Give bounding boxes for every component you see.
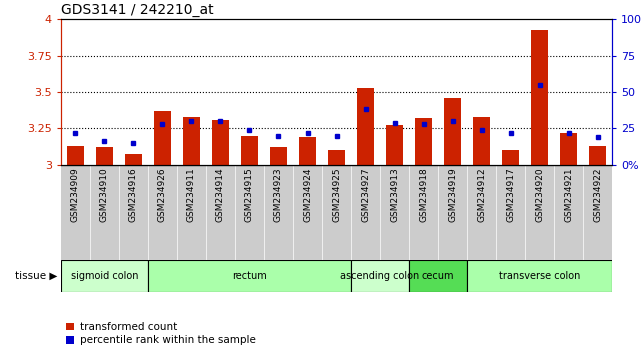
Bar (386, 125, 403, 165)
Bar (183, 117, 200, 165)
Bar (270, 147, 287, 165)
Bar (67, 146, 84, 165)
Bar (328, 150, 345, 165)
Text: GSM234909: GSM234909 (71, 167, 80, 222)
Bar (409, 260, 467, 292)
Text: GSM234914: GSM234914 (216, 167, 225, 222)
Text: GDS3141 / 242210_at: GDS3141 / 242210_at (61, 3, 213, 17)
Bar (148, 260, 351, 292)
Text: sigmoid colon: sigmoid colon (71, 271, 138, 281)
Text: rectum: rectum (232, 271, 267, 281)
Bar (351, 260, 409, 292)
Text: GSM234915: GSM234915 (245, 167, 254, 222)
Text: GSM234918: GSM234918 (419, 167, 428, 222)
Bar (589, 146, 606, 165)
Text: GSM234922: GSM234922 (593, 167, 602, 222)
Text: GSM234927: GSM234927 (361, 167, 370, 222)
Bar (154, 111, 171, 165)
Text: GSM234913: GSM234913 (390, 167, 399, 222)
Bar (531, 30, 548, 165)
Text: GSM234921: GSM234921 (564, 167, 573, 222)
Text: GSM234911: GSM234911 (187, 167, 196, 222)
Bar (357, 88, 374, 165)
Bar (212, 120, 229, 165)
Bar (467, 260, 612, 292)
Bar (560, 133, 578, 165)
Bar (241, 136, 258, 165)
Bar (415, 118, 432, 165)
Bar (502, 150, 519, 165)
Text: GSM234926: GSM234926 (158, 167, 167, 222)
Text: GSM234920: GSM234920 (535, 167, 544, 222)
Text: GSM234925: GSM234925 (332, 167, 341, 222)
Bar (299, 137, 316, 165)
Text: GSM234916: GSM234916 (129, 167, 138, 222)
Text: transverse colon: transverse colon (499, 271, 580, 281)
Text: GSM234917: GSM234917 (506, 167, 515, 222)
Bar (61, 260, 148, 292)
Text: GSM234912: GSM234912 (477, 167, 486, 222)
Text: tissue ▶: tissue ▶ (15, 271, 58, 281)
Bar (96, 147, 113, 165)
Text: ascending colon: ascending colon (340, 271, 420, 281)
Text: GSM234919: GSM234919 (448, 167, 457, 222)
Bar (125, 154, 142, 165)
Text: cecum: cecum (422, 271, 454, 281)
Text: GSM234924: GSM234924 (303, 167, 312, 222)
Text: GSM234923: GSM234923 (274, 167, 283, 222)
Text: GSM234910: GSM234910 (100, 167, 109, 222)
Bar (444, 98, 462, 165)
Bar (473, 117, 490, 165)
Legend: transformed count, percentile rank within the sample: transformed count, percentile rank withi… (66, 322, 256, 345)
